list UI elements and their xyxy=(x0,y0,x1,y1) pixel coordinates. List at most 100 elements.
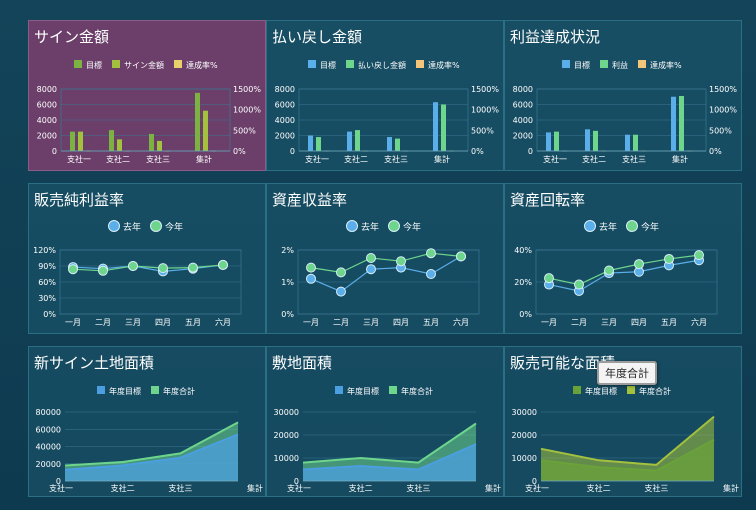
bar[interactable] xyxy=(355,130,360,151)
data-point[interactable] xyxy=(366,253,376,263)
data-point[interactable] xyxy=(544,273,554,284)
chart-svg: 去年 今年 0% 1% 2% 一月 二月 三月 四月 五月 六月 xyxy=(281,220,480,327)
legend-item[interactable]: 目標 xyxy=(308,60,336,70)
data-point[interactable] xyxy=(396,256,406,267)
bar[interactable] xyxy=(195,92,200,151)
legend: 目標 払い戻し金額 達成率% xyxy=(308,60,460,70)
bar[interactable] xyxy=(109,130,114,151)
chart-svg: 年度目標 年度合計 0 10000 20000 30000 支社一 支社二 支社三 集計 xyxy=(512,386,739,493)
bar[interactable] xyxy=(387,137,392,151)
bar[interactable] xyxy=(441,104,446,152)
bar[interactable] xyxy=(149,133,154,151)
data-point[interactable] xyxy=(306,273,316,284)
data-point[interactable] xyxy=(188,262,198,273)
legend-label: 目標 xyxy=(574,60,590,70)
data-point[interactable] xyxy=(218,259,228,270)
legend-item[interactable]: 去年 xyxy=(346,220,380,234)
data-point[interactable] xyxy=(306,262,316,273)
legend-item[interactable]: 今年 xyxy=(150,220,184,234)
legend-item[interactable]: 払い戻し金額 xyxy=(346,60,406,70)
bar[interactable] xyxy=(671,96,676,151)
bar[interactable] xyxy=(593,130,598,151)
bar[interactable] xyxy=(308,135,313,152)
y2-tick-label: 1500% xyxy=(471,85,499,94)
data-point[interactable] xyxy=(456,251,466,262)
legend-item[interactable]: サイン金額 xyxy=(112,60,164,70)
bar[interactable] xyxy=(585,129,590,151)
bar[interactable] xyxy=(625,134,630,151)
y-tick-label: 8000 xyxy=(275,85,295,94)
legend-item[interactable]: 達成率% xyxy=(416,60,460,70)
bar[interactable] xyxy=(157,140,162,151)
data-point[interactable] xyxy=(98,265,108,276)
legend-item[interactable]: 去年 xyxy=(108,220,142,234)
bar[interactable] xyxy=(70,131,75,151)
legend-label: 年度合計 xyxy=(163,386,195,396)
chart-title: 資産収益率 xyxy=(272,191,348,209)
data-point[interactable] xyxy=(426,269,436,279)
data-point[interactable] xyxy=(336,286,346,297)
x-tick-label: 支社三 xyxy=(384,154,408,164)
legend-marker xyxy=(108,220,120,232)
data-point[interactable] xyxy=(128,261,138,271)
bar[interactable] xyxy=(78,131,83,151)
data-point[interactable] xyxy=(574,279,584,290)
x-tick-label: 集計 xyxy=(723,483,739,493)
y2-tick-label: 0% xyxy=(471,147,484,156)
y-tick-label: 6000 xyxy=(513,101,533,110)
legend-item[interactable]: 年度目標 xyxy=(573,386,617,396)
legend-item[interactable]: 年度合計 xyxy=(627,386,671,396)
x-tick-label: 一月 xyxy=(303,318,319,327)
series-line xyxy=(72,264,224,272)
data-point[interactable] xyxy=(694,250,704,261)
y-tick-label: 120% xyxy=(33,246,56,255)
data-point[interactable] xyxy=(634,259,644,270)
y-tick-label: 20000 xyxy=(274,431,299,440)
legend-item[interactable]: 去年 xyxy=(584,220,618,234)
data-point[interactable] xyxy=(158,263,168,274)
y-tick-label: 4000 xyxy=(275,116,295,125)
legend-item[interactable]: 年度合計 xyxy=(151,386,195,396)
legend-item[interactable]: 目標 xyxy=(562,60,590,70)
legend-item[interactable]: 年度目標 xyxy=(97,386,141,396)
bar[interactable] xyxy=(203,110,208,151)
x-tick-label: 二月 xyxy=(95,318,111,327)
chart-title: 販売純利益率 xyxy=(34,191,125,209)
bar[interactable] xyxy=(316,137,321,151)
data-point[interactable] xyxy=(366,264,376,275)
y-tick-label: 0% xyxy=(43,310,56,319)
series-line xyxy=(548,259,700,292)
legend-item[interactable]: 年度目標 xyxy=(335,386,379,396)
data-point[interactable] xyxy=(604,265,614,276)
x-tick-label: 六月 xyxy=(453,317,469,327)
bar[interactable] xyxy=(554,131,559,151)
bar[interactable] xyxy=(117,139,122,151)
bar[interactable] xyxy=(347,131,352,151)
legend-item[interactable]: 今年 xyxy=(388,220,422,234)
data-point[interactable] xyxy=(68,264,78,275)
legend-item[interactable]: 達成率% xyxy=(638,60,682,70)
y-tick-label: 2000 xyxy=(275,132,295,141)
legend-item[interactable]: 今年 xyxy=(626,220,660,234)
y-tick-label: 60% xyxy=(38,278,56,287)
y-tick-label: 1% xyxy=(281,278,294,287)
y-tick-label: 40000 xyxy=(36,443,61,452)
data-point[interactable] xyxy=(426,248,436,259)
legend-item[interactable]: 目標 xyxy=(74,60,102,70)
bar[interactable] xyxy=(633,134,638,151)
legend: 去年 今年 xyxy=(108,220,184,234)
chart-svg: 去年 今年 0% 20% 40% 一月 二月 三月 四月 五月 六月 xyxy=(514,220,718,327)
bar[interactable] xyxy=(679,95,684,151)
data-point[interactable] xyxy=(336,267,346,278)
bar[interactable] xyxy=(395,138,400,151)
legend: 年度目標 年度合計 xyxy=(573,386,671,396)
legend-item[interactable]: 年度合計 xyxy=(389,386,433,396)
legend-item[interactable]: 達成率% xyxy=(174,60,218,70)
data-point[interactable] xyxy=(664,253,674,264)
legend-item[interactable]: 利益 xyxy=(600,60,628,70)
series-area xyxy=(65,434,238,481)
y-tick-label: 90% xyxy=(38,262,56,271)
bar[interactable] xyxy=(433,102,438,151)
x-tick-label: 四月 xyxy=(393,318,409,327)
bar[interactable] xyxy=(546,132,551,151)
